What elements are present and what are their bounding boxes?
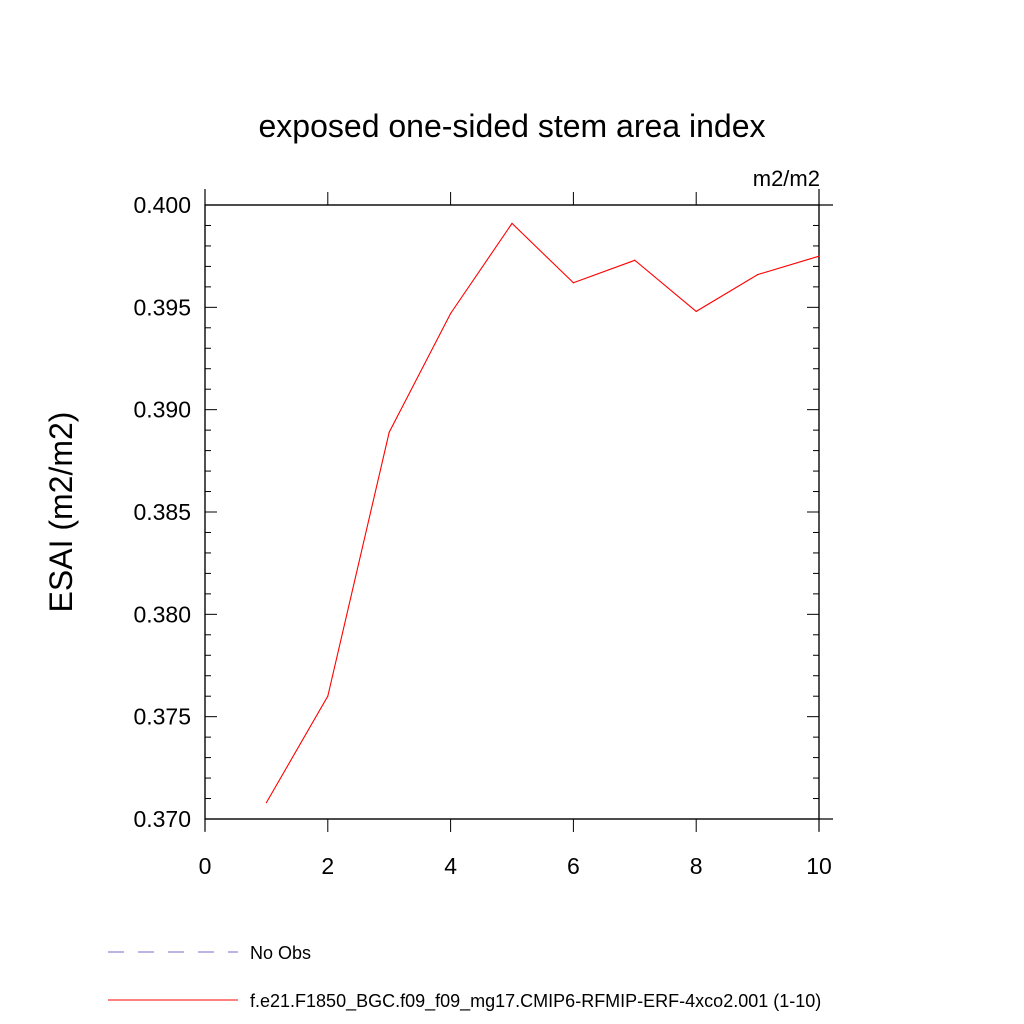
data-point — [511, 222, 513, 225]
x-tick-label: 2 — [321, 853, 334, 879]
y-tick-label: 0.375 — [133, 704, 191, 730]
x-tick-label: 6 — [567, 853, 580, 879]
y-tick-label: 0.370 — [133, 806, 191, 832]
series-layer — [265, 222, 820, 804]
data-point — [450, 312, 452, 315]
data-point — [695, 310, 697, 313]
data-point — [327, 695, 329, 697]
x-tick-label: 8 — [690, 853, 703, 879]
x-tick-label: 4 — [444, 853, 457, 879]
x-tick-label: 10 — [806, 853, 832, 879]
series-line — [265, 222, 820, 803]
legend-label: f.e21.F1850_BGC.f09_f09_mg17.CMIP6-RFMIP… — [250, 991, 821, 1012]
data-point — [265, 802, 267, 804]
x-tick-label: 0 — [199, 853, 212, 879]
y-tick-label: 0.385 — [133, 499, 191, 525]
data-point — [818, 255, 820, 257]
data-point — [388, 431, 390, 433]
data-point — [757, 273, 759, 276]
data-point — [634, 259, 636, 261]
data-point — [572, 282, 575, 284]
axis-ticks: 0.370 0.375 0.380 0.385 0.390 0.395 0.400 0 2 4 6 8… — [133, 189, 833, 879]
legend-label: No Obs — [250, 943, 311, 963]
y-tick-label: 0.400 — [133, 192, 191, 218]
y-tick-label: 0.395 — [133, 294, 191, 320]
y-axis-label: ESAI (m2/m2) — [43, 412, 79, 613]
plot-frame — [204, 204, 820, 820]
chart-title: exposed one-sided stem area index — [259, 108, 766, 144]
legend: No Obs f.e21.F1850_BGC.f09_f09_mg17.CMIP6… — [108, 943, 821, 1012]
y-tick-label: 0.390 — [133, 397, 191, 423]
y-tick-label: 0.380 — [133, 601, 191, 627]
units-label: m2/m2 — [753, 166, 820, 191]
